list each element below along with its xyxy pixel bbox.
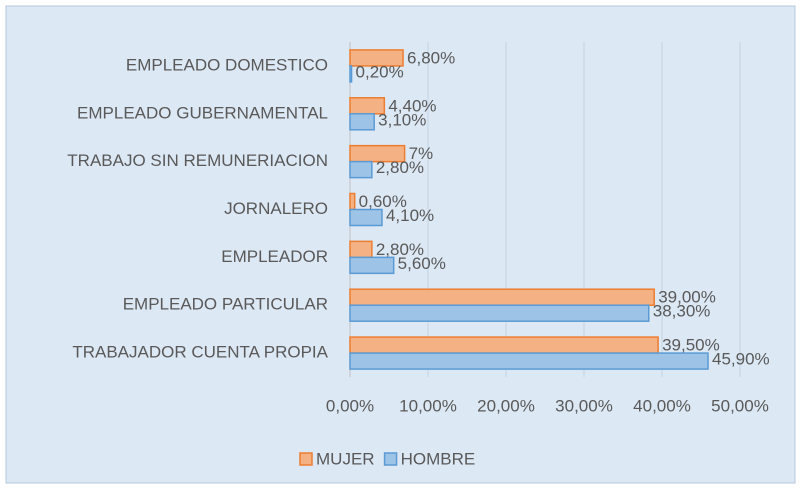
legend-swatch: [299, 452, 313, 466]
bar: [349, 336, 659, 354]
y-tick-label: JORNALERO: [224, 199, 328, 218]
y-tick-label: TRABAJO SIN REMUNERIACION: [67, 151, 328, 170]
data-label: 39,00%: [658, 288, 716, 307]
bar: [349, 113, 375, 131]
bar: [349, 352, 709, 370]
x-tick-label: 30,00%: [555, 396, 613, 415]
bar: [349, 192, 356, 211]
data-label: 0,20%: [356, 62, 404, 81]
legend-label: HOMBRE: [401, 449, 476, 468]
data-label: 0,60%: [359, 192, 407, 211]
chart-background: [5, 5, 796, 484]
y-tick-label: TRABAJADOR CUENTA PROPIA: [72, 343, 328, 362]
bar: [349, 240, 373, 259]
y-tick-label: EMPLEADO DOMESTICO: [126, 55, 328, 74]
y-tick-label: EMPLEADO PARTICULAR: [123, 295, 328, 314]
data-label: 5,60%: [398, 254, 446, 273]
x-tick-label: 40,00%: [633, 396, 691, 415]
bar: [349, 288, 655, 306]
bar: [349, 208, 383, 227]
data-label: 45,90%: [712, 350, 770, 369]
bar: [349, 144, 406, 163]
x-tick-label: 0,00%: [326, 396, 374, 415]
bar: [349, 256, 395, 275]
x-tick-label: 10,00%: [399, 396, 457, 415]
data-label: 3,10%: [378, 110, 426, 129]
data-label: 4,10%: [386, 206, 434, 225]
y-tick-label: EMPLEADOR: [221, 247, 328, 266]
x-tick-label: 20,00%: [477, 396, 535, 415]
bar: [349, 304, 650, 322]
bar: [349, 160, 373, 179]
data-label: 6,80%: [407, 48, 455, 67]
y-tick-label: EMPLEADO GUBERNAMENTAL: [77, 103, 328, 122]
data-label: 38,30%: [653, 302, 711, 321]
bar: [349, 65, 353, 83]
data-label: 2,80%: [376, 240, 424, 259]
data-label: 39,50%: [662, 336, 720, 355]
data-label: 2,80%: [376, 158, 424, 177]
data-label: 4,40%: [388, 96, 436, 115]
legend-swatch: [383, 452, 398, 466]
x-tick-label: 50,00%: [711, 396, 769, 415]
legend-label: MUJER: [316, 449, 375, 468]
data-label: 7%: [409, 144, 434, 163]
bar: [349, 49, 404, 67]
